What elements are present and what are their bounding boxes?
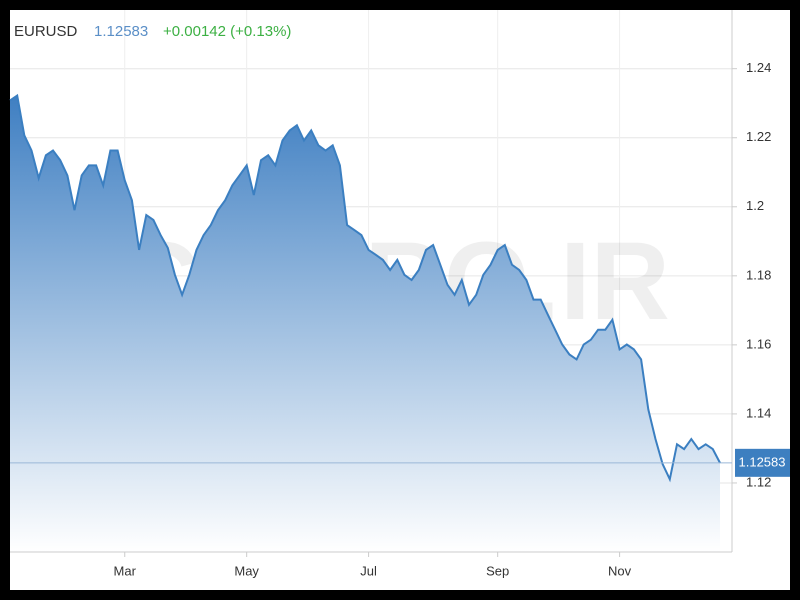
y-tick-label: 1.14: [746, 405, 771, 420]
area: [10, 95, 720, 552]
y-tick-label: 1.22: [746, 129, 771, 144]
y-tick-label: 1.12: [746, 474, 771, 489]
y-tick-label: 1.18: [746, 267, 771, 282]
y-tick-label: 1.24: [746, 60, 771, 75]
change: +0.00142 (+0.13%): [163, 23, 291, 40]
x-tick-label: May: [234, 563, 259, 578]
y-tick-label: 1.2: [746, 198, 764, 213]
last-price-label: 1.12583: [739, 454, 786, 469]
last-price-box: [735, 448, 790, 477]
x-tick-label: Sep: [486, 563, 509, 578]
y-tick-label: 1.16: [746, 336, 771, 351]
plot: [9, 93, 721, 552]
price: 1.12583: [94, 23, 148, 40]
x-tick-label: Nov: [608, 563, 632, 578]
x-tick-label: Mar: [114, 563, 137, 578]
symbol: EURUSD: [14, 23, 78, 40]
x-tick-label: Jul: [360, 563, 377, 578]
line: [9, 93, 721, 483]
